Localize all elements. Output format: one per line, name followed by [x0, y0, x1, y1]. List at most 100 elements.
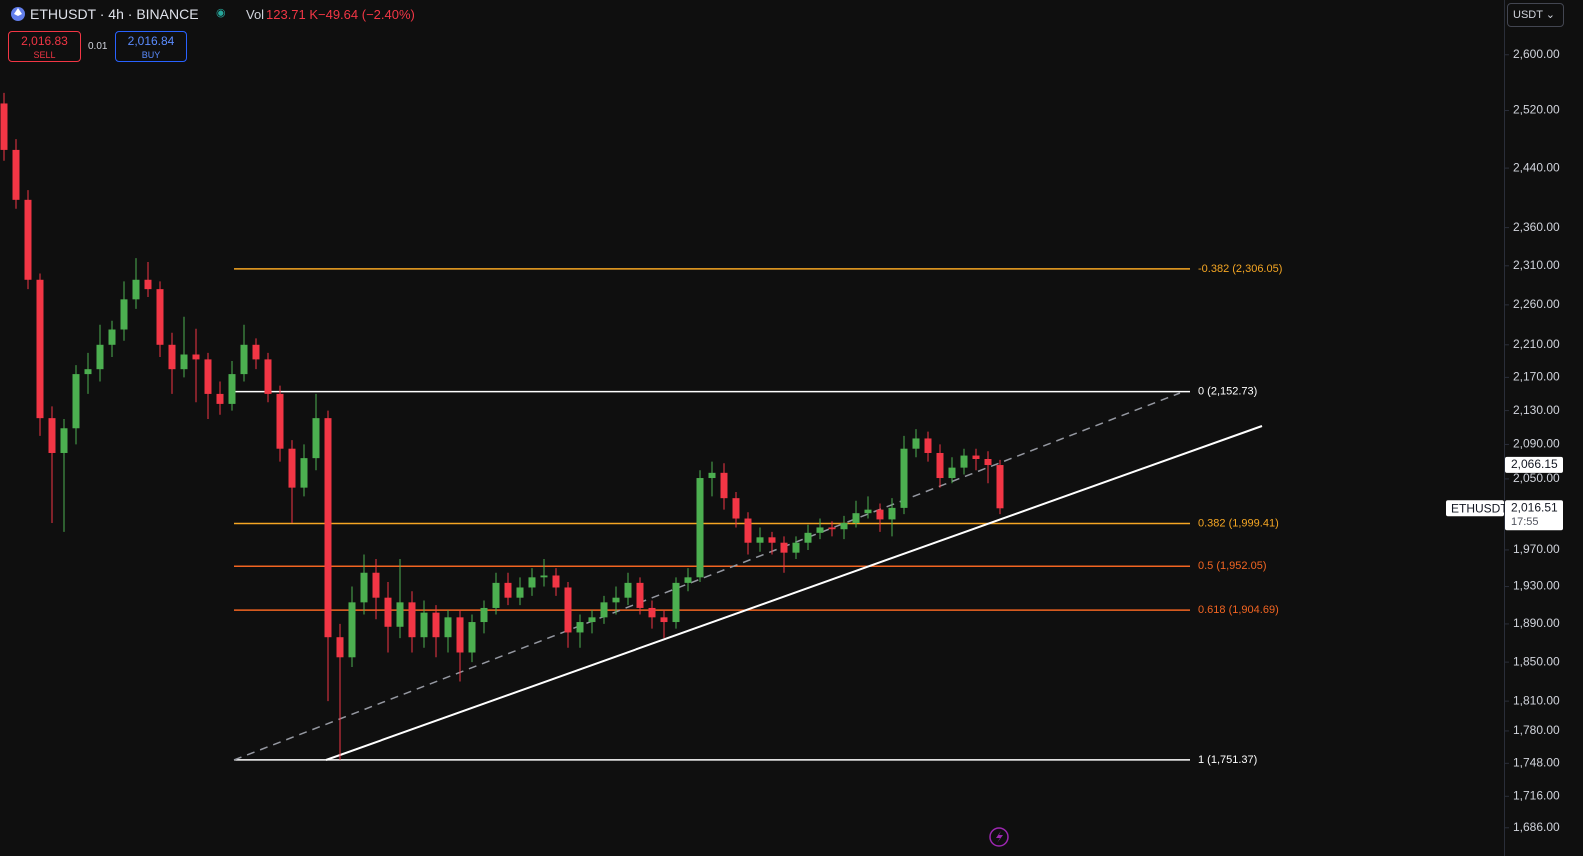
candle-body	[24, 199, 32, 280]
currency-selector[interactable]: USDT ⌄	[1507, 3, 1564, 27]
candle-body	[60, 428, 68, 453]
candle-body	[480, 607, 488, 623]
candle-body	[276, 393, 284, 449]
candle-body	[132, 279, 140, 300]
candle-body	[588, 617, 596, 623]
candle-body	[696, 478, 704, 578]
fib-level-label: 0.618 (1,904.69)	[1198, 604, 1279, 616]
volume-value: 123.71 K	[266, 7, 319, 22]
y-tick-label: 2,170.00	[1513, 370, 1560, 384]
candle-body	[408, 602, 416, 638]
price-tag-label: 2,016.51	[1511, 500, 1558, 514]
candle-body	[552, 575, 560, 588]
candle-body	[960, 455, 968, 468]
candle-body	[384, 597, 392, 627]
candle-body	[348, 602, 356, 658]
candle-body	[252, 344, 260, 360]
candle-body	[720, 472, 728, 499]
candle-body	[240, 344, 248, 375]
buy-button[interactable]: 2,016.84 BUY	[115, 31, 187, 62]
y-tick-label: 2,260.00	[1513, 297, 1560, 311]
sell-label: SELL	[33, 50, 56, 60]
y-tick-label: 2,310.00	[1513, 258, 1560, 272]
candle-body	[984, 458, 992, 466]
y-tick-label: 1,686.00	[1513, 820, 1560, 834]
volume-label: Vol	[246, 7, 265, 22]
candle-body	[0, 103, 8, 150]
price-tag-box	[1505, 500, 1563, 531]
price-change: −49.64 (−2.40%)	[318, 7, 415, 22]
fib-level-label: 0.382 (1,999.41)	[1198, 517, 1279, 529]
candle-body	[300, 458, 308, 488]
candle-body	[744, 518, 752, 543]
candle-body	[540, 575, 548, 578]
y-tick-label: 2,130.00	[1513, 403, 1560, 417]
candle-body	[180, 354, 188, 370]
candle-body	[576, 622, 584, 633]
candle-body	[948, 467, 956, 479]
candle-body	[336, 637, 344, 658]
y-tick-label: 1,780.00	[1513, 723, 1560, 737]
y-tick-label: 1,810.00	[1513, 693, 1560, 707]
alert-icon[interactable]	[989, 827, 1009, 847]
market-status: ◉	[216, 7, 226, 19]
candle-body	[396, 602, 404, 627]
spread: 0.01	[88, 41, 108, 52]
candle-body	[420, 612, 428, 638]
y-tick-label: 1,748.00	[1513, 755, 1560, 769]
sell-button[interactable]: 2,016.83 SELL	[8, 31, 81, 62]
candle-body	[108, 329, 116, 345]
candle-body	[828, 527, 836, 530]
candle-body	[468, 622, 476, 653]
candle-body	[84, 369, 92, 375]
price-tag-label: 2,066.15	[1511, 457, 1558, 471]
candle-body	[456, 617, 464, 653]
symbol-tag-box	[1446, 500, 1504, 517]
alert-icon-bolt	[996, 831, 1003, 843]
candle-body	[12, 149, 20, 200]
fib-level-label: -0.382 (2,306.05)	[1198, 263, 1282, 275]
y-tick-label: 2,090.00	[1513, 437, 1560, 451]
y-tick-label: 1,930.00	[1513, 579, 1560, 593]
y-tick-label: 1,970.00	[1513, 542, 1560, 556]
candle-body	[840, 522, 848, 530]
trend-line	[325, 425, 1263, 761]
candle-body	[168, 344, 176, 370]
buy-price: 2,016.84	[127, 34, 175, 48]
candle-body	[504, 582, 512, 598]
y-tick-label: 2,050.00	[1513, 471, 1560, 485]
candle-body	[792, 542, 800, 553]
candle-body	[684, 577, 692, 583]
candle-body	[288, 448, 296, 488]
candle-body	[600, 602, 608, 618]
candle-body	[648, 607, 656, 618]
candle-body	[192, 354, 200, 360]
candle-body	[96, 344, 104, 370]
candle-body	[36, 279, 44, 419]
candle-body	[48, 418, 56, 453]
candles	[0, 92, 1004, 760]
candle-body	[876, 509, 884, 520]
candle-body	[732, 498, 740, 519]
y-tick-label: 2,440.00	[1513, 160, 1560, 174]
fib-level-label: 0.5 (1,952.05)	[1198, 560, 1267, 572]
candle-body	[780, 542, 788, 553]
currency: USDT	[1513, 9, 1543, 21]
candle-body	[924, 438, 932, 453]
candle-body	[672, 582, 680, 623]
fib-level-label: 1 (1,751.37)	[1198, 754, 1257, 766]
candle-body	[624, 582, 632, 598]
buy-label: BUY	[141, 50, 161, 60]
candle-body	[996, 465, 1004, 509]
candle-body	[444, 617, 452, 638]
candle-body	[72, 374, 80, 429]
candle-body	[660, 617, 668, 623]
trend-line-dashed	[233, 392, 1181, 761]
y-tick-label: 1,850.00	[1513, 654, 1560, 668]
candle-body	[492, 582, 500, 608]
candle-body	[636, 582, 644, 608]
candle-body	[120, 299, 128, 330]
candle-body	[204, 359, 212, 394]
candle-body	[852, 513, 860, 523]
